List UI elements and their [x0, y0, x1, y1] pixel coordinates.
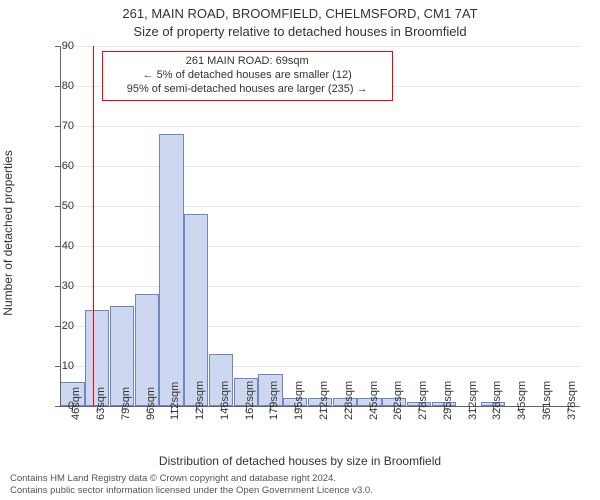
gridline — [60, 246, 580, 247]
y-tick-label: 20 — [44, 320, 74, 332]
plot-area: 261 MAIN ROAD: 69sqm← 5% of detached hou… — [60, 46, 580, 406]
y-tick-label: 70 — [44, 120, 74, 132]
gridline — [60, 46, 580, 47]
y-tick-label: 50 — [44, 200, 74, 212]
gridline — [60, 286, 580, 287]
x-axis-title: Distribution of detached houses by size … — [0, 454, 600, 468]
info-box-line: 95% of semi-detached houses are larger (… — [109, 83, 386, 97]
reference-line — [93, 46, 94, 406]
histogram-bar — [184, 214, 208, 406]
gridline — [60, 166, 580, 167]
chart-container: 261, MAIN ROAD, BROOMFIELD, CHELMSFORD, … — [0, 0, 600, 500]
y-tick-label: 40 — [44, 240, 74, 252]
histogram-bar — [159, 134, 183, 406]
chart-title-main: 261, MAIN ROAD, BROOMFIELD, CHELMSFORD, … — [0, 6, 600, 21]
info-box-line: ← 5% of detached houses are smaller (12) — [109, 69, 386, 83]
gridline — [60, 206, 580, 207]
chart-title-sub: Size of property relative to detached ho… — [0, 24, 600, 39]
gridline — [60, 126, 580, 127]
y-axis-title: Number of detached properties — [1, 150, 15, 315]
info-box-line: 261 MAIN ROAD: 69sqm — [109, 55, 386, 69]
footer-attribution: Contains HM Land Registry data © Crown c… — [10, 473, 373, 496]
info-box: 261 MAIN ROAD: 69sqm← 5% of detached hou… — [102, 51, 393, 100]
y-tick-label: 30 — [44, 280, 74, 292]
footer-line-1: Contains HM Land Registry data © Crown c… — [10, 473, 373, 484]
y-tick-label: 80 — [44, 80, 74, 92]
y-tick-label: 60 — [44, 160, 74, 172]
footer-line-2: Contains public sector information licen… — [10, 485, 373, 496]
y-tick-label: 10 — [44, 360, 74, 372]
y-axis-line — [60, 46, 61, 406]
y-tick-label: 90 — [44, 40, 74, 52]
